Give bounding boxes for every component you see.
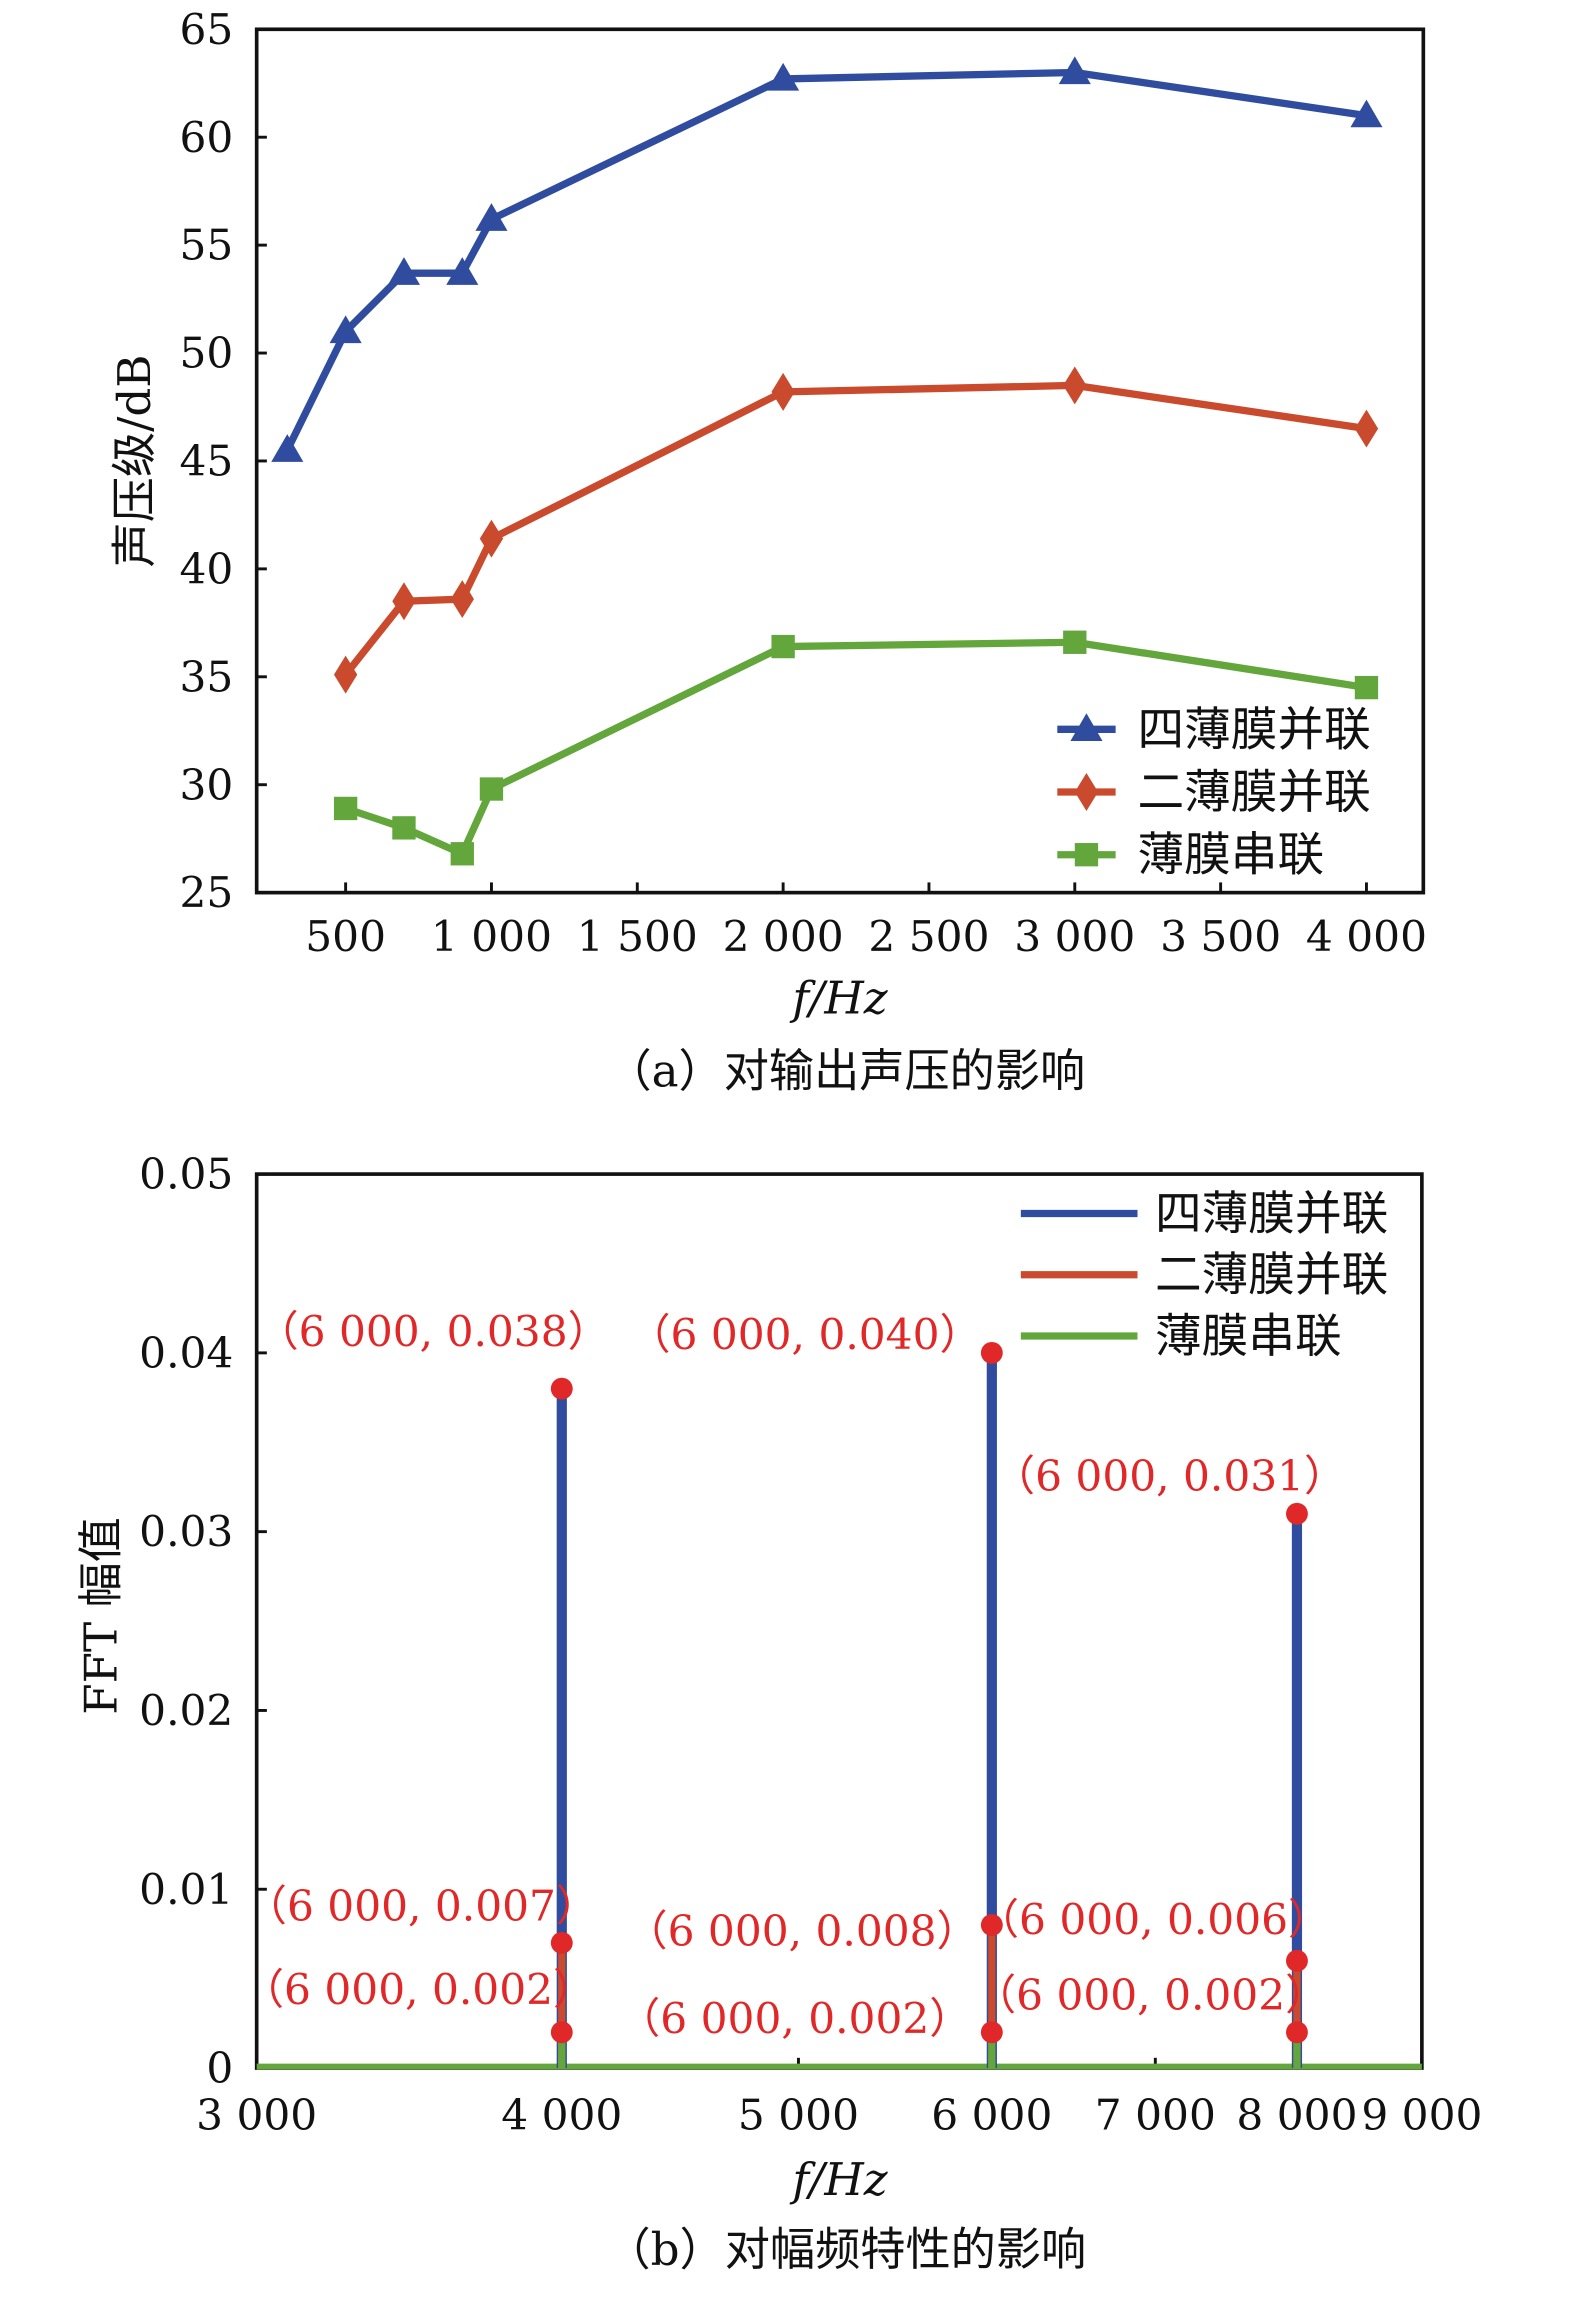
data-point-marker [767, 62, 800, 91]
y-tick-label: 55 [180, 221, 234, 270]
data-point-marker [550, 2021, 573, 2044]
series-line [342, 381, 1367, 677]
data-point-marker [1286, 2021, 1308, 2044]
x-tick-label: 2 500 [868, 912, 989, 961]
legend-label: 四薄膜并联 [1155, 1187, 1388, 1241]
data-point-marker [1286, 1949, 1308, 1972]
chart-b-ylabel: FFT 幅值 [75, 1517, 128, 1715]
data-point-marker [479, 519, 504, 558]
y-tick-label: 0.04 [139, 1328, 233, 1377]
data-point-marker [1063, 630, 1087, 654]
data-point-marker [333, 655, 358, 694]
x-tick-label: 3 000 [1014, 912, 1135, 961]
series-0 [271, 56, 1383, 462]
x-tick-label: 9 000 [1361, 2090, 1482, 2139]
data-point-marker [980, 1914, 1003, 1936]
legend-label: 薄膜串联 [1155, 1310, 1342, 1364]
x-tick-label: 1 000 [431, 912, 552, 961]
data-point-marker [1354, 675, 1379, 700]
data-point-marker [1350, 99, 1383, 128]
legend-marker [1074, 773, 1099, 811]
data-point-marker [980, 2021, 1003, 2044]
data-point-marker [1286, 1502, 1308, 1525]
data-annotation: （6 000, 0.006） [977, 1895, 1331, 1944]
y-tick-label: 50 [180, 329, 234, 378]
y-tick-label: 40 [180, 544, 234, 593]
y-tick-label: 45 [180, 437, 234, 486]
data-annotation: （6 000, 0.002） [618, 1994, 972, 2043]
chart-a-caption: （a）对输出声压的影响 [606, 1045, 1085, 1098]
data-point-marker [771, 372, 795, 411]
x-tick-label: 500 [305, 912, 386, 961]
data-point-marker [550, 1931, 573, 1954]
chart-a-plot-frame [254, 27, 1426, 895]
data-annotation: （6 000, 0.008） [625, 1907, 979, 1956]
legend-marker [1074, 843, 1099, 867]
data-point-marker [329, 315, 362, 344]
data-annotation: （6 000, 0.002） [242, 1965, 596, 2014]
data-annotation: （6 000, 0.031） [993, 1452, 1347, 1501]
x-tick-label: 3 000 [196, 2090, 317, 2139]
y-tick-label: 30 [180, 760, 234, 809]
y-tick-label: 65 [180, 5, 234, 54]
x-tick-label: 4 000 [1306, 912, 1427, 961]
y-tick-label: 25 [180, 868, 234, 917]
y-tick-label: 0.01 [139, 1865, 233, 1914]
data-annotation: （6 000, 0.038） [256, 1307, 610, 1356]
x-tick-label: 3 500 [1160, 912, 1281, 961]
x-tick-label: 7 000 [1095, 2090, 1216, 2139]
series-line [284, 68, 1367, 452]
data-point-marker [387, 257, 420, 285]
chart-b-fft: FFT 幅值 f/Hz （b）对幅频特性的影响 0 0.01 0.02 0.03 0.0… [75, 1150, 1483, 2276]
chart-a-xlabel: f/Hz [789, 972, 888, 1025]
y-tick-label: 35 [180, 652, 234, 701]
data-point-marker [475, 203, 508, 231]
x-tick-label: 1 500 [577, 912, 698, 961]
legend-label: 四薄膜并联 [1137, 703, 1370, 757]
data-point-marker [271, 434, 304, 462]
legend-label: 薄膜串联 [1137, 829, 1324, 883]
data-point-marker [980, 1341, 1003, 1364]
chart-b-caption: （b）对幅频特性的影响 [605, 2223, 1086, 2276]
data-point-marker [392, 582, 416, 621]
data-point-marker [450, 842, 474, 866]
data-point-marker [446, 257, 479, 285]
legend-marker [1070, 713, 1103, 741]
y-tick-label: 0.05 [139, 1150, 233, 1199]
y-tick-label: 0.03 [139, 1507, 233, 1556]
x-tick-label: 8 000 [1236, 2090, 1357, 2139]
data-point-marker [392, 816, 416, 840]
data-annotation: （6 000, 0.007） [245, 1882, 599, 1931]
data-annotation: （6 000, 0.040） [628, 1310, 982, 1359]
y-tick-label: 0.02 [139, 1686, 233, 1735]
data-annotation: （6 000, 0.002） [974, 1971, 1328, 2020]
data-point-marker [771, 634, 795, 659]
series-2 [333, 630, 1379, 866]
legend-label: 二薄膜并联 [1155, 1249, 1388, 1303]
y-tick-label: 60 [180, 113, 234, 162]
data-point-marker [479, 777, 504, 801]
data-point-marker [1058, 56, 1091, 85]
x-tick-label: 2 000 [723, 912, 844, 961]
y-tick-label: 0 [206, 2044, 233, 2093]
x-tick-label: 4 000 [501, 2090, 622, 2139]
x-tick-label: 6 000 [931, 2090, 1052, 2139]
data-point-marker [1354, 409, 1379, 448]
x-tick-label: 5 000 [738, 2090, 859, 2139]
chart-a-ylabel: 声压级/dB [108, 354, 161, 567]
data-point-marker [1063, 366, 1087, 405]
chart-b-xlabel: f/Hz [789, 2153, 888, 2206]
data-point-marker [333, 796, 358, 821]
data-point-marker [450, 580, 474, 619]
legend-label: 二薄膜并联 [1137, 766, 1370, 820]
data-point-marker [550, 1377, 573, 1400]
chart-a-sound-pressure: 声压级/dB f/Hz （a）对输出声压的影响 25 30 35 40 45 50 55 60… [108, 5, 1427, 1098]
